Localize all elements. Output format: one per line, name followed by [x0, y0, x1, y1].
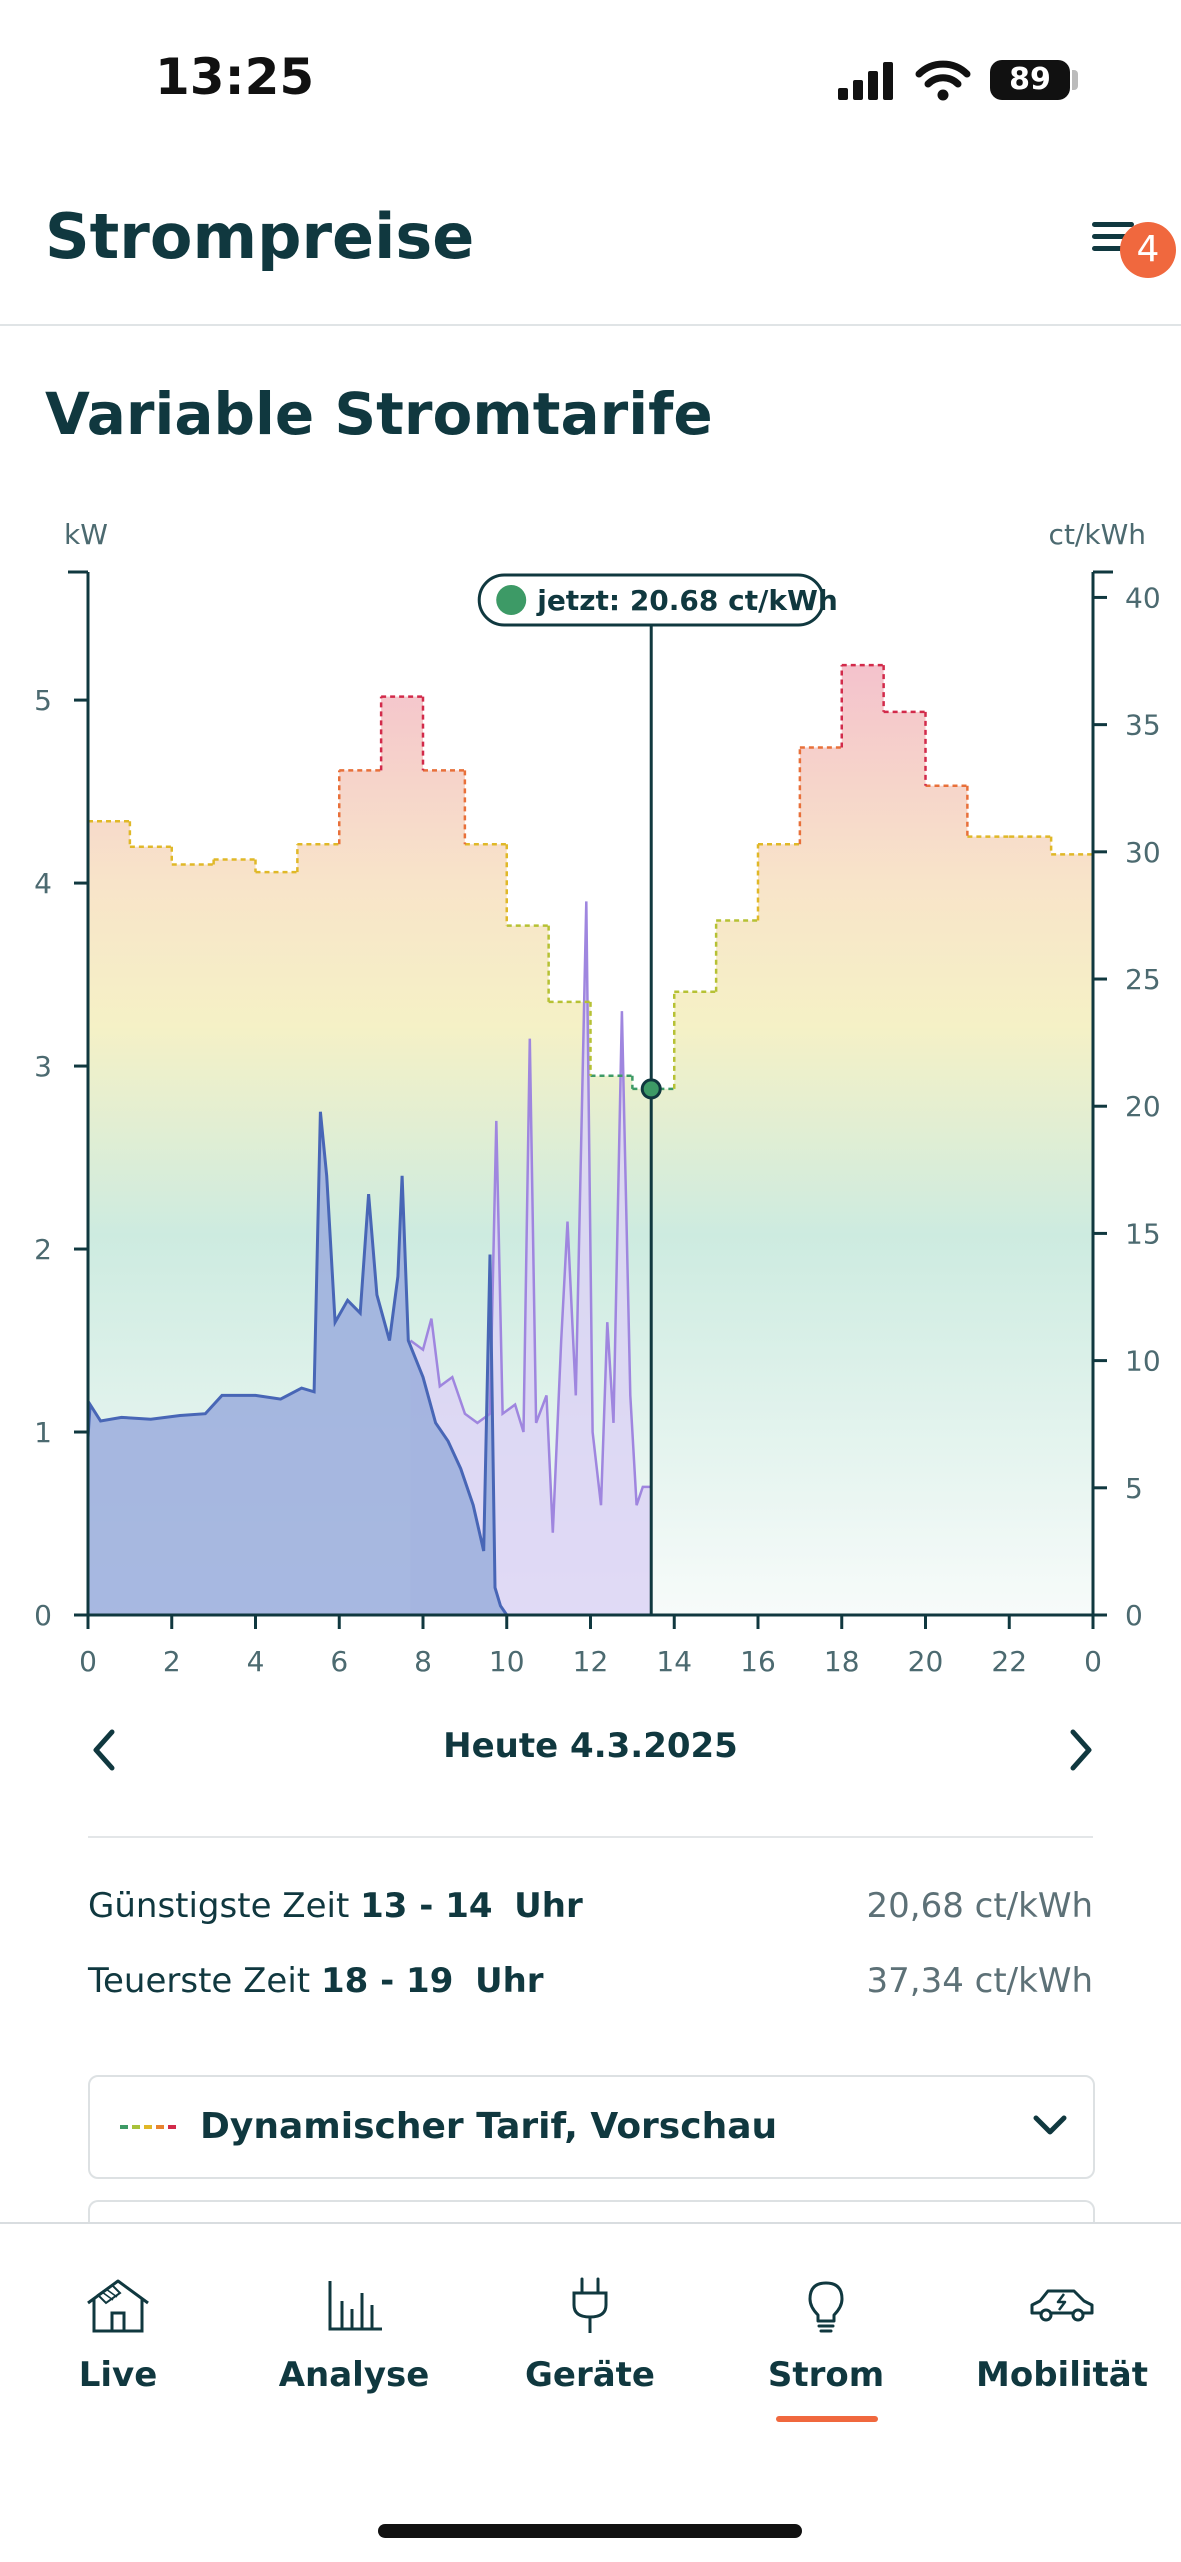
now-tooltip-text: jetzt: 20.68 ct/kWh: [536, 584, 838, 617]
info-divider: [88, 1836, 1093, 1838]
nav-label-mobilitaet: Mobilität: [976, 2355, 1148, 2395]
electric-car-icon: [1030, 2289, 1094, 2322]
nav-item-strom[interactable]: Strom: [708, 2275, 944, 2395]
expensive-prefix: Teuerste Zeit: [88, 1961, 311, 2001]
consumption-line: [409, 901, 652, 1533]
nav-item-analyse[interactable]: Analyse: [236, 2275, 472, 2395]
second-dropdown-card[interactable]: [88, 2200, 1095, 2232]
notification-badge: 4: [1120, 222, 1176, 278]
nav-item-live[interactable]: Live: [0, 2275, 236, 2395]
x-tick-label: 16: [740, 1645, 776, 1678]
battery-tip: [1072, 70, 1078, 90]
cheapest-prefix: Günstigste Zeit: [88, 1886, 350, 1926]
battery-indicator: 89: [990, 60, 1070, 100]
left-tick-label: 2: [34, 1233, 52, 1266]
header-divider: [0, 324, 1181, 326]
right-tick-label: 35: [1125, 709, 1161, 742]
right-tick-label: 40: [1125, 581, 1161, 614]
left-tick-label: 4: [34, 867, 52, 900]
bar-chart-icon: [328, 2281, 382, 2331]
signal-icon: [838, 62, 893, 100]
left-axis-label: kW: [64, 518, 108, 551]
lightbulb-icon: [808, 2281, 844, 2333]
cheapest-price: 20,68 ct/kWh: [866, 1886, 1093, 1926]
expensive-price: 37,34 ct/kWh: [866, 1961, 1093, 2001]
x-tick-label: 2: [163, 1645, 181, 1678]
left-tick-label: 0: [34, 1599, 52, 1632]
nav-label-strom: Strom: [767, 2355, 885, 2395]
x-tick-label: 0: [79, 1645, 97, 1678]
dashed-legend-icon: [120, 2125, 176, 2129]
status-time: 13:25: [155, 48, 315, 106]
x-tick-label: 0: [1084, 1645, 1102, 1678]
section-title: Variable Stromtarife: [45, 380, 713, 448]
now-tooltip-box: [477, 573, 825, 627]
expensive-time-row: Teuerste Zeit 18 - 19 Uhr 37,34 ct/kWh: [88, 1961, 1093, 2011]
x-tick-label: 10: [489, 1645, 525, 1678]
expensive-unit: Uhr: [474, 1961, 544, 2001]
nav-label-live: Live: [78, 2355, 158, 2395]
right-tick-label: 10: [1125, 1345, 1161, 1378]
nav-label-geraete: Geräte: [525, 2355, 655, 2395]
cheapest-time: 13 - 14: [360, 1886, 493, 1926]
home-indicator: [378, 2524, 802, 2538]
tariff-dropdown-label: Dynamischer Tarif, Vorschau: [200, 2106, 778, 2147]
bottom-navigation: [0, 2222, 1181, 2562]
chevron-down-icon[interactable]: [1030, 2110, 1070, 2140]
date-label: Heute 4.3.2025: [443, 1726, 738, 1766]
x-tick-label: 20: [908, 1645, 944, 1678]
now-tooltip-dot: [496, 585, 527, 615]
x-tick-label: 12: [573, 1645, 609, 1678]
wifi-icon: [915, 60, 971, 101]
right-axis-label: ct/kWh: [1049, 518, 1146, 551]
now-price-dot: [640, 1078, 662, 1100]
right-tick-label: 0: [1125, 1599, 1143, 1632]
right-tick-label: 5: [1125, 1472, 1143, 1505]
right-tick-label: 20: [1125, 1090, 1161, 1123]
nav-item-geraete[interactable]: Geräte: [472, 2275, 708, 2395]
x-tick-label: 14: [656, 1645, 692, 1678]
previous-day-button[interactable]: [80, 1720, 130, 1780]
x-tick-label: 8: [414, 1645, 432, 1678]
left-tick-label: 5: [34, 684, 52, 717]
left-tick-label: 3: [34, 1050, 52, 1083]
right-tick-label: 15: [1125, 1217, 1161, 1250]
right-tick-label: 25: [1125, 963, 1161, 996]
tariff-dropdown[interactable]: [88, 2075, 1095, 2179]
active-tab-indicator: [776, 2416, 878, 2422]
nav-label-analyse: Analyse: [278, 2355, 430, 2395]
cheapest-time-row: Günstigste Zeit 13 - 14 Uhr 20,68 ct/kWh: [88, 1886, 1093, 1936]
x-tick-label: 18: [824, 1645, 860, 1678]
left-tick-label: 1: [34, 1416, 52, 1449]
next-day-button[interactable]: [1055, 1720, 1105, 1780]
x-tick-label: 6: [330, 1645, 348, 1678]
x-tick-label: 4: [247, 1645, 265, 1678]
page-title: Strompreise: [45, 200, 475, 273]
right-tick-label: 30: [1125, 836, 1161, 869]
x-tick-label: 22: [991, 1645, 1027, 1678]
production-area: [88, 1111, 507, 1615]
production-line: [86, 1111, 509, 1616]
plug-icon: [572, 2277, 608, 2333]
consumption-area: [410, 901, 652, 1615]
house-solar-icon: [87, 2279, 149, 2333]
expensive-time: 18 - 19: [320, 1961, 454, 2001]
cheapest-unit: Uhr: [514, 1886, 583, 1926]
nav-item-mobilitaet[interactable]: Mobilität: [944, 2275, 1180, 2395]
